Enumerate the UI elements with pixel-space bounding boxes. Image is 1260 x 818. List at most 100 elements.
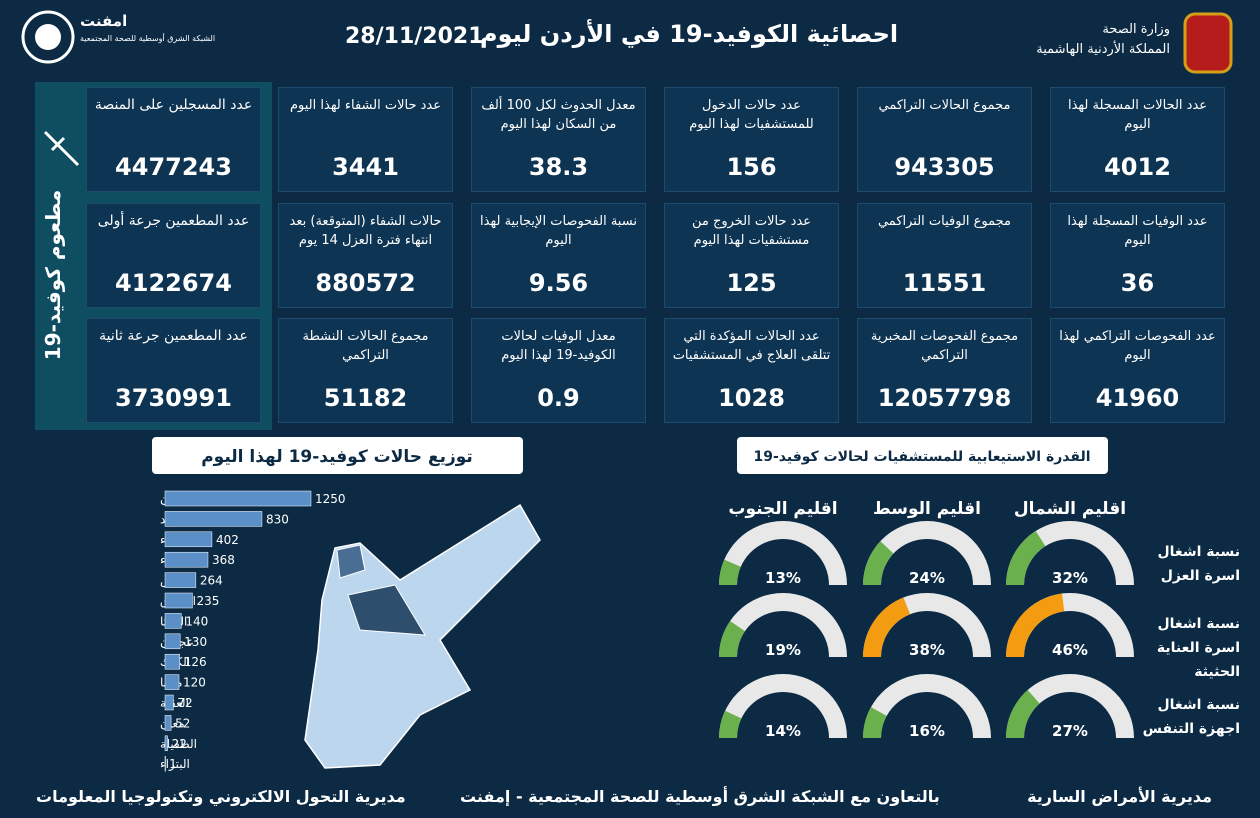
map-region — [347, 584, 426, 636]
bar-value: 52 — [175, 716, 190, 730]
row-label: نسبة اشغال اجهزة التنفس — [1142, 697, 1240, 737]
stat-card: عدد الفحوصات التراكمي لهذا اليوم 41960 — [1050, 318, 1225, 423]
stat-label: عدد الحالات المؤكدة التي تتلقى العلاج في… — [672, 329, 831, 363]
gauge-track — [719, 593, 847, 657]
gauge-label: 16% — [909, 722, 945, 740]
stat-label: عدد حالات الشفاء لهذا اليوم — [289, 98, 442, 113]
bar — [164, 490, 312, 507]
vaccine-card: عدد المطعمين جرعة ثانية 3730991 — [86, 318, 261, 423]
stat-value: 9.56 — [528, 269, 589, 297]
gauge-fill — [719, 710, 742, 738]
stat-label: حالات الشفاء (المتوقعة) بعد انتهاء فترة … — [289, 214, 442, 248]
gauge-label: 19% — [765, 641, 801, 659]
bar — [164, 715, 172, 731]
stat-label: معدل الوفيات لحالات الكوفيد-19 لهذا اليو… — [501, 329, 616, 363]
stat-card: عدد حالات الشفاء لهذا اليوم 3441 — [278, 87, 453, 192]
region-label: اقليم الجنوب — [728, 499, 837, 519]
stat-value: 3441 — [332, 153, 399, 181]
syringe-icon — [43, 130, 80, 167]
bar-value: 264 — [200, 574, 223, 588]
gauge-label: 38% — [909, 641, 945, 659]
logo-name: امفنت — [80, 12, 128, 30]
stat-label: مجموع الفحوصات المخبرية التراكمي — [870, 329, 1019, 363]
bar — [164, 572, 197, 588]
stat-label: عدد الحالات المسجلة لهذا اليوم — [1067, 98, 1208, 132]
gauge-label: 46% — [1052, 641, 1088, 659]
stat-card: مجموع الوفيات التراكمي 11551 — [857, 203, 1032, 308]
gauge-track — [1006, 674, 1134, 738]
stat-label: معدل الحدوث لكل 100 ألف من السكان لهذا ا… — [481, 98, 636, 132]
title: احصائية الكوفيد-19 في الأردن ليوم — [480, 20, 899, 48]
title-box — [152, 437, 523, 474]
gauge-fill — [863, 707, 887, 738]
gauge-label: 24% — [909, 569, 945, 587]
logo-icon — [21, 10, 75, 64]
vaccine-label: عدد المطعمين جرعة أولى — [97, 213, 250, 229]
stat-value: 41960 — [1095, 384, 1180, 412]
gauge-track — [863, 521, 991, 585]
stat-value: 38.3 — [528, 153, 589, 181]
vaccine-value: 3730991 — [115, 384, 232, 412]
stat-card: عدد الوفيات المسجلة لهذا اليوم 36 — [1050, 203, 1225, 308]
bar — [164, 735, 168, 752]
stat-card: عدد الحالات المؤكدة التي تتلقى العلاج في… — [664, 318, 839, 423]
gauge-label: 27% — [1052, 722, 1088, 740]
stat-card: معدل الحدوث لكل 100 ألف من السكان لهذا ا… — [471, 87, 646, 192]
stat-card: نسبة الفحوصات الإيجابية لهذا اليوم 9.56 — [471, 203, 646, 308]
bar-value: 830 — [266, 512, 289, 526]
stat-label: مجموع الوفيات التراكمي — [877, 214, 1012, 229]
stat-label: عدد الفحوصات التراكمي لهذا اليوم — [1059, 329, 1216, 363]
bar-value: 120 — [183, 676, 206, 690]
kingdom: المملكة الأردنية الهاشمية — [1036, 42, 1170, 57]
bar-value: 126 — [184, 655, 207, 669]
bar-value: 72 — [177, 696, 192, 710]
bar-category: البتراء — [160, 757, 190, 772]
bar — [164, 531, 213, 548]
stat-value: 1028 — [718, 384, 785, 412]
bar-value: 130 — [184, 635, 207, 649]
bar-value: 1 — [169, 757, 177, 771]
bar — [164, 511, 263, 527]
footer-right: مديرية الأمراض السارية — [1027, 787, 1212, 806]
logo-subtitle: الشبكة الشرق أوسطية للصحة المجتمعية — [80, 34, 216, 43]
stat-value: 0.9 — [537, 384, 580, 412]
gauge-fill — [719, 621, 745, 657]
stat-value: 51182 — [323, 384, 408, 412]
stat-value: 943305 — [894, 153, 995, 181]
footer-center: بالتعاون مع الشبكة الشرق أوسطية للصحة ال… — [460, 787, 940, 806]
date: 28/11/2021 — [345, 24, 484, 49]
gauge-fill — [863, 597, 911, 657]
stat-label: نسبة الفحوصات الإيجابية لهذا اليوم — [480, 214, 637, 248]
vaccine-label: عدد المطعمين جرعة ثانية — [99, 328, 248, 344]
bar — [164, 653, 180, 670]
stat-label: مجموع الحالات النشطة التراكمي — [302, 329, 429, 363]
stat-value: 36 — [1120, 269, 1155, 297]
stat-label: عدد الوفيات المسجلة لهذا اليوم — [1067, 214, 1208, 248]
bar-value: 368 — [212, 553, 235, 567]
stat-label: عدد حالات الدخول للمستشفيات لهذا اليوم — [689, 98, 814, 132]
emblem — [1183, 12, 1233, 74]
vaccine-card: عدد المسجلين على المنصة 4477243 — [86, 87, 261, 192]
gauge-track — [863, 674, 991, 738]
vaccine-title: مطعوم كوفيد-19 — [41, 190, 65, 360]
gauge-fill — [863, 541, 894, 585]
gauge-fill — [1006, 689, 1040, 738]
stat-card: عدد حالات الخروج من مستشفيات لهذا اليوم 1… — [664, 203, 839, 308]
bar — [164, 633, 181, 650]
bar — [164, 674, 180, 690]
bar-value: 235 — [196, 594, 219, 608]
gauge-label: 13% — [765, 569, 801, 587]
map — [304, 503, 541, 769]
stat-label: مجموع الحالات التراكمي — [878, 98, 1011, 113]
stat-card: مجموع الفحوصات المخبرية التراكمي 12057798 — [857, 318, 1032, 423]
bar — [164, 613, 182, 629]
title-box — [737, 437, 1108, 474]
vaccine-value: 4477243 — [115, 153, 232, 181]
bar — [164, 755, 166, 772]
bar-category: الطفيلة — [160, 737, 197, 751]
stat-card: معدل الوفيات لحالات الكوفيد-19 لهذا اليو… — [471, 318, 646, 423]
footer-left: مديرية التحول الالكتروني وتكنولوجيا المع… — [36, 787, 406, 806]
stat-value: 4012 — [1104, 153, 1171, 181]
